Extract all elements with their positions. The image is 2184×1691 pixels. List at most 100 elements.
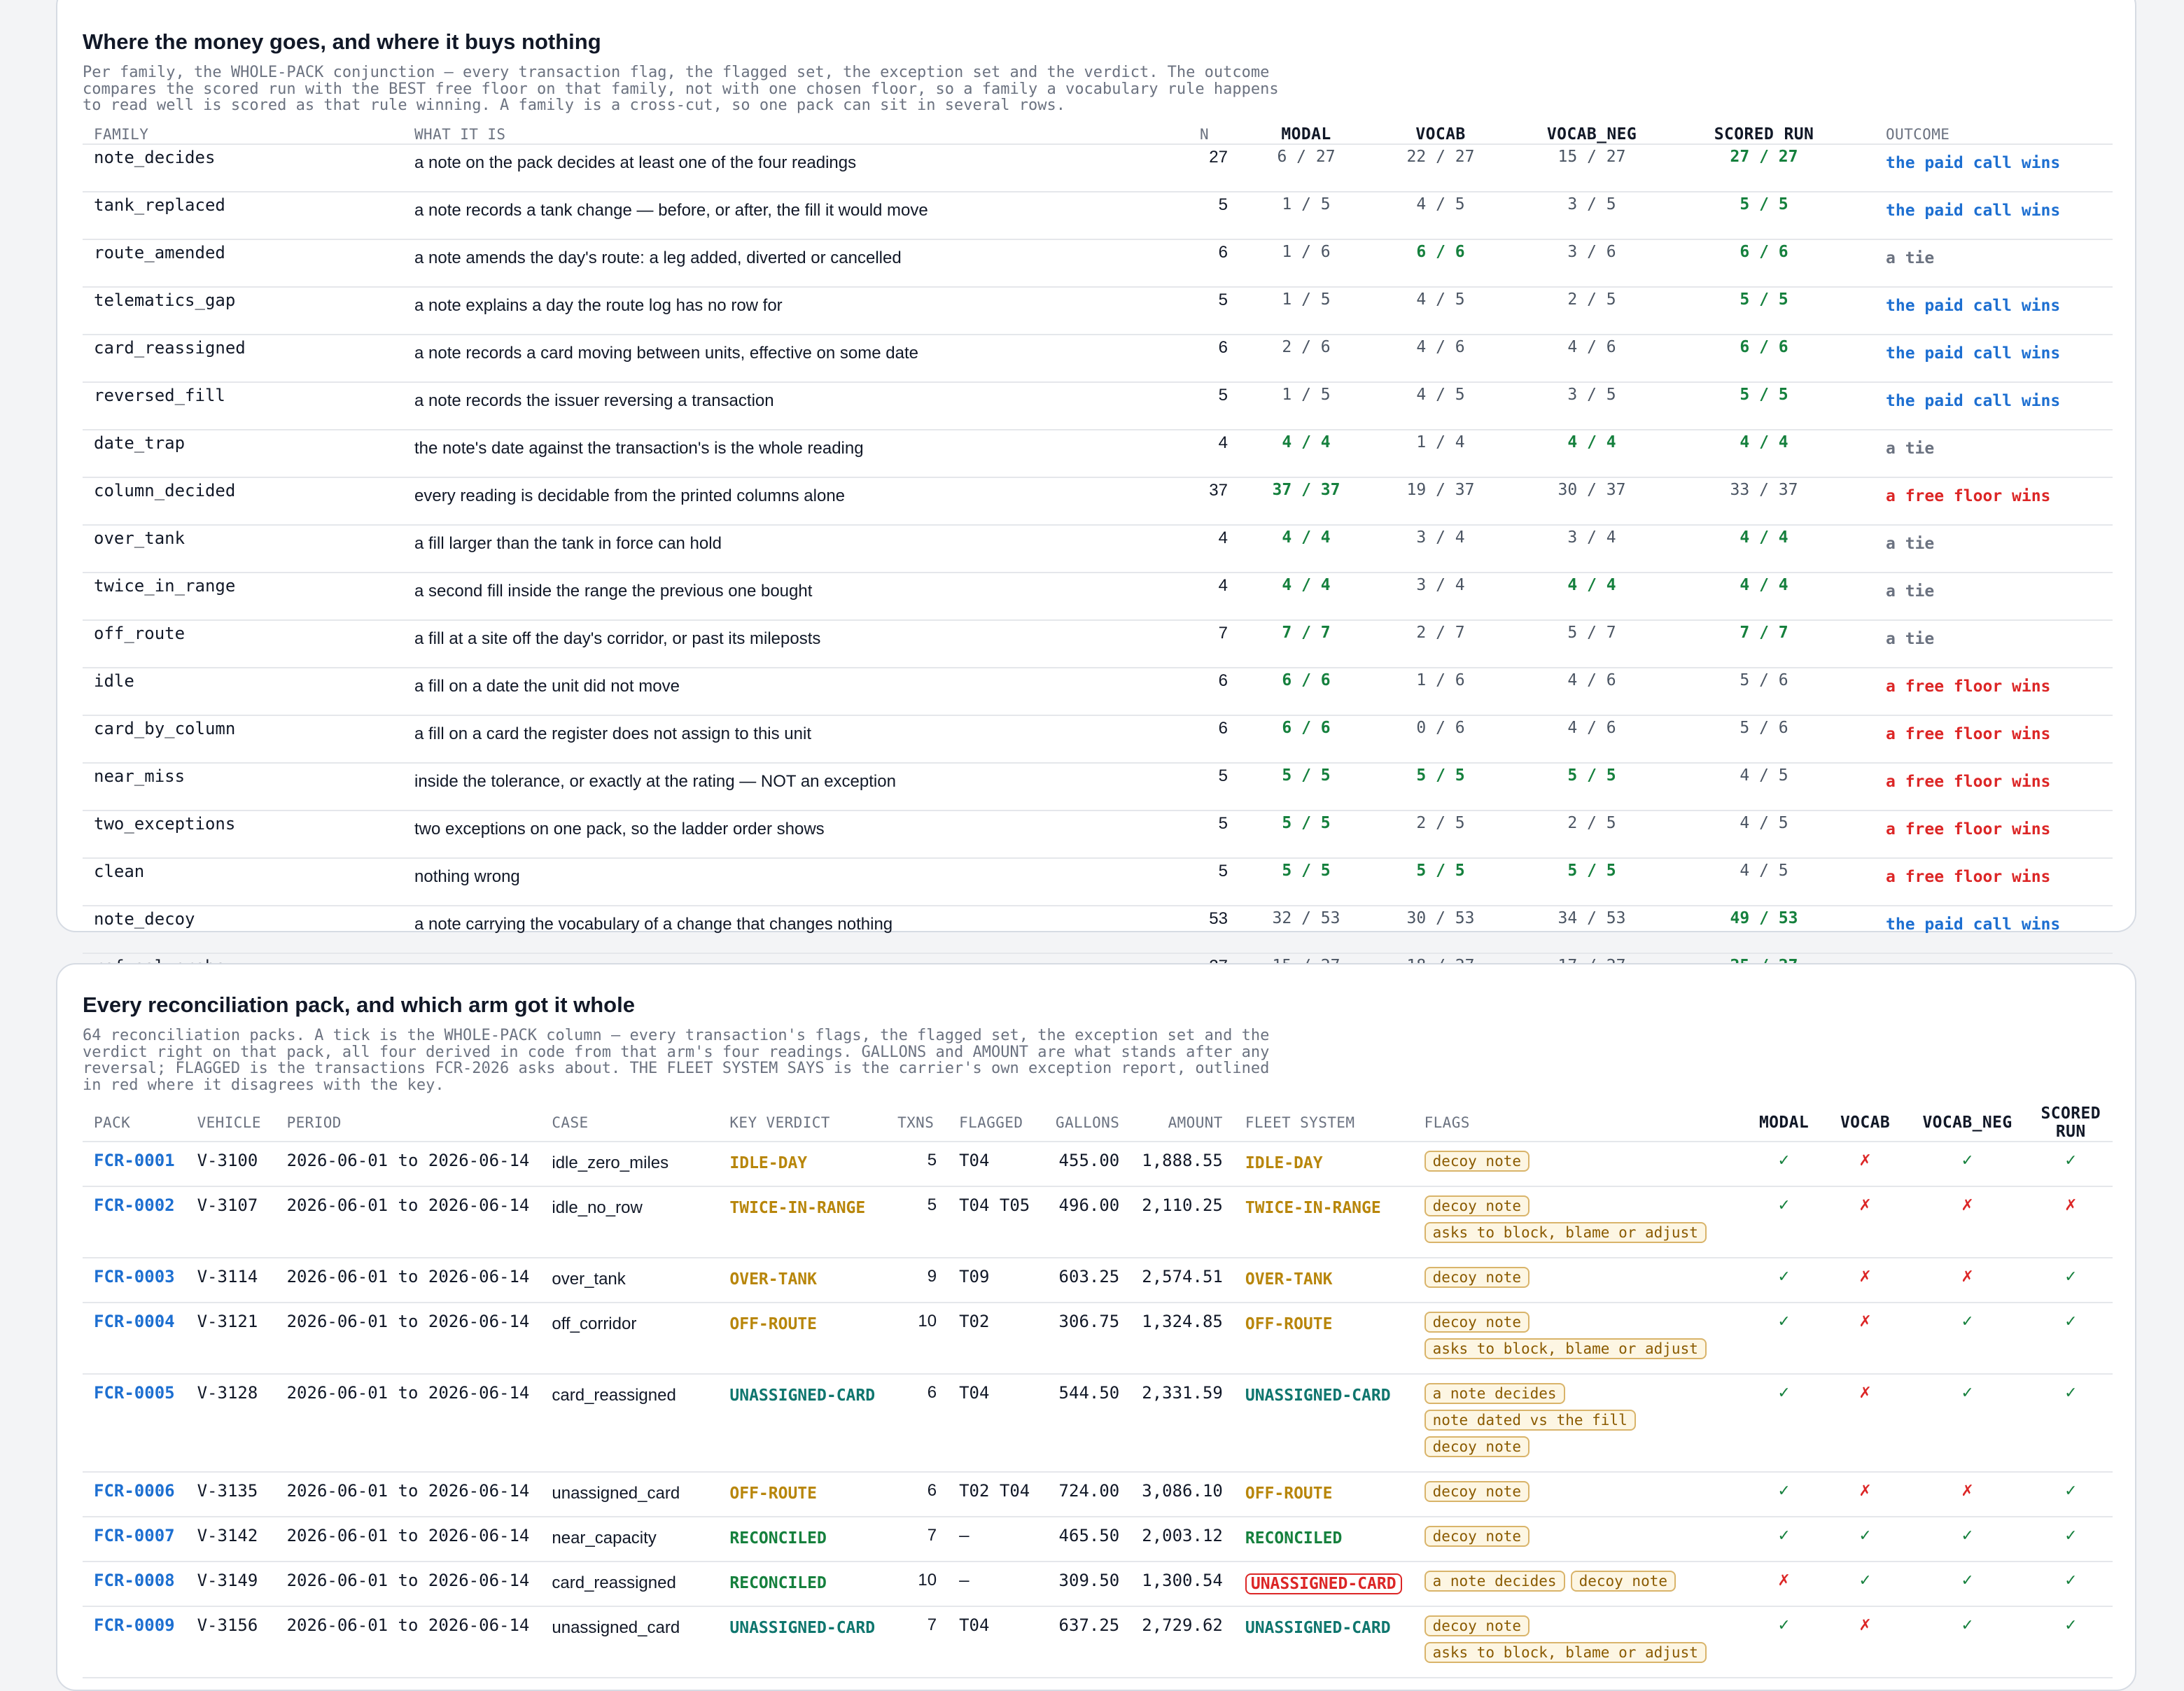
family-modal-score: 6 / 27 bbox=[1239, 143, 1373, 192]
col-key-verdict[interactable]: KEY VERDICT bbox=[718, 1095, 887, 1143]
col-scored-run[interactable]: SCORED RUN bbox=[1676, 115, 1852, 145]
family-description: a note explains a day the route log has … bbox=[403, 286, 1189, 335]
pack-vehicle: V-3135 bbox=[186, 1472, 276, 1518]
pack-txns: 7 bbox=[886, 1517, 948, 1563]
pack-case: near_capacity bbox=[540, 1517, 719, 1563]
family-outcome: a tie bbox=[1852, 524, 2113, 573]
pack-scored-result: ✓ bbox=[2029, 1303, 2113, 1375]
family-outcome: the paid call wins bbox=[1852, 143, 2113, 192]
family-count: 5 bbox=[1189, 286, 1239, 335]
family-outcome: a tie bbox=[1852, 239, 2113, 288]
pack-gallons: 465.50 bbox=[1041, 1517, 1131, 1563]
family-count: 5 bbox=[1189, 191, 1239, 240]
pack-scored-result: ✓ bbox=[2029, 1606, 2113, 1679]
col-fleet-system[interactable]: FLEET SYSTEM bbox=[1233, 1095, 1413, 1143]
col-flagged[interactable]: FLAGGED bbox=[948, 1095, 1042, 1143]
tick-icon: ✓ bbox=[1961, 1616, 1974, 1634]
pack-flagged: T04 bbox=[948, 1606, 1042, 1679]
pack-link[interactable]: FCR-0006 bbox=[83, 1472, 186, 1518]
family-description: a fill on a card the register does not a… bbox=[403, 715, 1189, 764]
col-period[interactable]: PERIOD bbox=[275, 1095, 541, 1143]
family-name: card_reassigned bbox=[83, 334, 403, 383]
pack-row: FCR-0001 V-3100 2026-06-01 to 2026-06-14 id… bbox=[83, 1142, 2113, 1188]
family-count: 6 bbox=[1189, 239, 1239, 288]
pack-link[interactable]: FCR-0009 bbox=[83, 1606, 186, 1679]
cross-icon: ✗ bbox=[1858, 1384, 1872, 1402]
pack-vocab-neg-result: ✓ bbox=[1905, 1517, 2029, 1563]
outcome-label: the paid call wins bbox=[1886, 153, 2061, 172]
family-name: near_miss bbox=[83, 762, 403, 811]
col-scored-run[interactable]: SCORED RUN bbox=[2029, 1095, 2113, 1143]
pack-modal-result: ✓ bbox=[1743, 1258, 1825, 1304]
family-modal-score: 5 / 5 bbox=[1239, 762, 1373, 811]
col-txns[interactable]: TXNS bbox=[886, 1095, 948, 1143]
family-vocab-score: 2 / 7 bbox=[1373, 619, 1508, 668]
pack-amount: 1,888.55 bbox=[1130, 1142, 1234, 1188]
pack-flags: a note decides note dated vs the fill deco… bbox=[1413, 1374, 1744, 1473]
family-outcome: the paid call wins bbox=[1852, 334, 2113, 383]
pack-scored-result: ✓ bbox=[2029, 1142, 2113, 1188]
col-outcome[interactable]: OUTCOME bbox=[1852, 115, 2113, 145]
pack-link[interactable]: FCR-0008 bbox=[83, 1562, 186, 1608]
col-gallons[interactable]: GALLONS bbox=[1041, 1095, 1131, 1143]
pack-link[interactable]: FCR-0005 bbox=[83, 1374, 186, 1473]
flag-tag: a note decides bbox=[1424, 1571, 1565, 1592]
pack-row: FCR-0008 V-3149 2026-06-01 to 2026-06-14 ca… bbox=[83, 1562, 2113, 1608]
pack-txns: 6 bbox=[886, 1374, 948, 1473]
family-vocab-score: 1 / 6 bbox=[1373, 667, 1508, 716]
outcome-label: the paid call wins bbox=[1886, 915, 2061, 934]
pack-case: card_reassigned bbox=[540, 1562, 719, 1608]
pack-vehicle: V-3128 bbox=[186, 1374, 276, 1473]
col-vehicle[interactable]: VEHICLE bbox=[186, 1095, 276, 1143]
pack-vocab-result: ✗ bbox=[1824, 1186, 1906, 1259]
col-flags[interactable]: FLAGS bbox=[1413, 1095, 1744, 1143]
pack-case: card_reassigned bbox=[540, 1374, 719, 1473]
family-name: tank_replaced bbox=[83, 191, 403, 240]
family-name: two_exceptions bbox=[83, 810, 403, 859]
fleet-disagrees-badge: UNASSIGNED-CARD bbox=[1245, 1573, 1402, 1595]
col-vocab-neg[interactable]: VOCAB_NEG bbox=[1508, 115, 1676, 145]
pack-row: FCR-0004 V-3121 2026-06-01 to 2026-06-14 of… bbox=[83, 1303, 2113, 1375]
col-modal[interactable]: MODAL bbox=[1239, 115, 1373, 145]
col-amount[interactable]: AMOUNT bbox=[1130, 1095, 1234, 1143]
col-vocab[interactable]: VOCAB bbox=[1824, 1095, 1906, 1143]
col-vocab[interactable]: VOCAB bbox=[1373, 115, 1508, 145]
family-count: 37 bbox=[1189, 477, 1239, 526]
col-modal[interactable]: MODAL bbox=[1743, 1095, 1825, 1143]
pack-fleet-system: UNASSIGNED-CARD bbox=[1233, 1374, 1413, 1473]
pack-link[interactable]: FCR-0004 bbox=[83, 1303, 186, 1375]
flag-row: decoy note bbox=[1424, 1615, 1732, 1642]
packs-title: Every reconciliation pack, and which arm… bbox=[83, 992, 635, 1017]
pack-period: 2026-06-01 to 2026-06-14 bbox=[275, 1606, 541, 1679]
pack-modal-result: ✓ bbox=[1743, 1606, 1825, 1679]
family-vocab-neg-score: 5 / 5 bbox=[1508, 857, 1676, 906]
pack-link[interactable]: FCR-0001 bbox=[83, 1142, 186, 1188]
col-vocab-neg[interactable]: VOCAB_NEG bbox=[1905, 1095, 2029, 1143]
family-count: 5 bbox=[1189, 381, 1239, 430]
col-n[interactable]: N bbox=[1189, 115, 1239, 145]
pack-flagged: T04 T05 bbox=[948, 1186, 1042, 1259]
pack-gallons: 455.00 bbox=[1041, 1142, 1131, 1188]
flag-tag: asks to block, blame or adjust bbox=[1424, 1222, 1707, 1244]
pack-txns: 6 bbox=[886, 1472, 948, 1518]
family-scored-score: 33 / 37 bbox=[1676, 477, 1852, 526]
family-description: a note records the issuer reversing a tr… bbox=[403, 381, 1189, 430]
flag-tag: asks to block, blame or adjust bbox=[1424, 1338, 1707, 1360]
tick-icon: ✓ bbox=[1961, 1571, 1974, 1590]
pack-link[interactable]: FCR-0003 bbox=[83, 1258, 186, 1304]
col-family[interactable]: FAMILY bbox=[83, 115, 403, 145]
family-description: the note's date against the transaction'… bbox=[403, 429, 1189, 478]
col-pack[interactable]: PACK bbox=[83, 1095, 186, 1143]
pack-link[interactable]: FCR-0002 bbox=[83, 1186, 186, 1259]
col-case[interactable]: CASE bbox=[540, 1095, 719, 1143]
cross-icon: ✗ bbox=[1858, 1196, 1872, 1214]
flag-tag: decoy note bbox=[1424, 1267, 1530, 1289]
pack-period: 2026-06-01 to 2026-06-14 bbox=[275, 1472, 541, 1518]
pack-key-verdict: RECONCILED bbox=[718, 1562, 887, 1608]
fleet-verdict-label: IDLE-DAY bbox=[1245, 1154, 1323, 1173]
pack-vehicle: V-3149 bbox=[186, 1562, 276, 1608]
pack-txns: 5 bbox=[886, 1142, 948, 1188]
col-what[interactable]: WHAT IT IS bbox=[403, 115, 1189, 145]
pack-link[interactable]: FCR-0007 bbox=[83, 1517, 186, 1563]
family-count: 27 bbox=[1189, 143, 1239, 192]
